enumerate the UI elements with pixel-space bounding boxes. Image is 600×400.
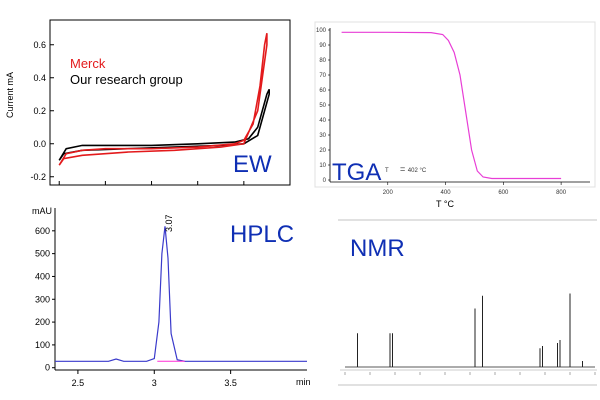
hplc-ylabel: mAU bbox=[32, 206, 52, 216]
tga-panel-frame bbox=[314, 21, 596, 188]
ew-series-merck bbox=[58, 33, 268, 166]
hplc-ytick-label: 400 bbox=[35, 271, 50, 281]
hplc-series bbox=[55, 226, 307, 362]
hplc-title: HPLC bbox=[230, 221, 294, 248]
tga-xtick-label: 600 bbox=[498, 190, 509, 196]
ew-ytick-label: -0.2 bbox=[30, 172, 46, 182]
tga-title: TGA bbox=[332, 159, 381, 186]
ew-ylabel: Current mA bbox=[5, 72, 15, 118]
tga-ytick-label: 10 bbox=[319, 163, 326, 169]
hplc-xunit: min bbox=[296, 377, 311, 387]
legend-ours: Our research group bbox=[70, 72, 183, 87]
nmr-title: NMR bbox=[350, 235, 405, 262]
tga-xtick-label: 200 bbox=[383, 190, 394, 196]
tga-ytick-label: 30 bbox=[319, 133, 326, 139]
legend-merck: Merck bbox=[70, 56, 106, 71]
hplc-ytick-label: 500 bbox=[35, 249, 50, 259]
ew-ytick-label: 0.4 bbox=[33, 73, 46, 83]
tga-ytick-label: 90 bbox=[319, 43, 326, 49]
hplc-peak-label: 3.07 bbox=[164, 214, 174, 232]
ew-chart: Current mA -0.2 0.0 0.2 0.4 0.6 Merck Our re… bbox=[5, 19, 291, 186]
tga-ytick-label: 100 bbox=[316, 28, 327, 34]
nmr-chart: NMR bbox=[338, 219, 597, 386]
tga-ytick-label: 80 bbox=[319, 58, 326, 64]
tga-annotation: = 402 °C bbox=[400, 164, 427, 174]
ew-title: EW bbox=[233, 151, 272, 178]
ew-axes-frame bbox=[49, 19, 291, 186]
ew-ytick-label: 0.6 bbox=[33, 40, 46, 50]
tga-annotation-prefix: T bbox=[385, 168, 389, 174]
tga-ytick-label: 0 bbox=[323, 178, 327, 184]
hplc-ytick-label: 200 bbox=[35, 317, 50, 327]
hplc-chart: mAU 0 100 200 300 400 500 600 2.5 3 3.5 min 3.07… bbox=[32, 206, 311, 388]
hplc-xtick-label: 3 bbox=[152, 378, 157, 388]
ew-ytick-label: 0.0 bbox=[33, 139, 46, 149]
tga-xtick-label: 400 bbox=[441, 190, 452, 196]
tga-ytick-label: 50 bbox=[319, 103, 326, 109]
tga-ytick-label: 60 bbox=[319, 88, 326, 94]
tga-ytick-label: 20 bbox=[319, 148, 326, 154]
hplc-xtick-label: 2.5 bbox=[72, 378, 85, 388]
tga-ytick-label: 70 bbox=[319, 73, 326, 79]
ew-ytick-label: 0.2 bbox=[33, 106, 46, 116]
hplc-ytick-label: 300 bbox=[35, 294, 50, 304]
hplc-ytick-label: 600 bbox=[35, 226, 50, 236]
tga-xtick-label: 800 bbox=[556, 190, 567, 196]
hplc-ytick-label: 100 bbox=[35, 340, 50, 350]
tga-ytick-label: 40 bbox=[319, 118, 326, 124]
tga-xlabel: T °C bbox=[436, 199, 454, 209]
hplc-ytick-label: 0 bbox=[45, 363, 50, 373]
hplc-xtick-label: 3.5 bbox=[224, 378, 237, 388]
tga-series bbox=[341, 31, 562, 180]
